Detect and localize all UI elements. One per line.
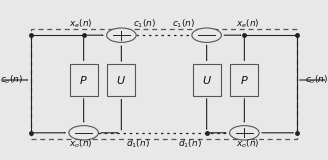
Text: $c_1(n)$: $c_1(n)$ [172,18,195,30]
Text: $c_o(n)$: $c_o(n)$ [0,74,23,86]
Text: $x_e(n)$: $x_e(n)$ [236,18,259,30]
Text: $d_1(n)$: $d_1(n)$ [126,138,150,150]
Text: $P$: $P$ [240,74,249,86]
Text: $c_o(n)$: $c_o(n)$ [305,74,328,86]
Text: $x_o(n)$: $x_o(n)$ [236,138,259,150]
Text: $d_1(n)$: $d_1(n)$ [178,138,202,150]
Circle shape [192,28,221,42]
Text: $U$: $U$ [202,74,212,86]
Text: $x_e(n)$: $x_e(n)$ [69,18,92,30]
Circle shape [69,126,98,140]
FancyBboxPatch shape [108,64,135,96]
Circle shape [107,28,136,42]
FancyBboxPatch shape [231,64,258,96]
Circle shape [230,126,259,140]
Text: $x_o(n)$: $x_o(n)$ [69,138,92,150]
FancyBboxPatch shape [70,64,98,96]
Text: $U$: $U$ [116,74,126,86]
Text: $c_1(n)$: $c_1(n)$ [133,18,156,30]
Text: $P$: $P$ [79,74,88,86]
FancyBboxPatch shape [193,64,220,96]
